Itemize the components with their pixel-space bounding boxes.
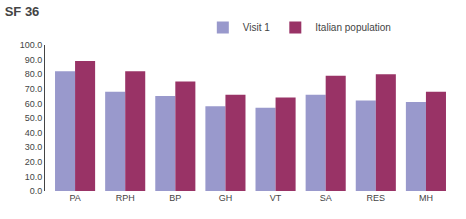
svg-text:10.0: 10.0 <box>25 172 43 182</box>
svg-text:0.0: 0.0 <box>30 186 43 196</box>
svg-text:VT: VT <box>270 193 282 203</box>
svg-text:RPH: RPH <box>116 193 135 203</box>
svg-text:PA: PA <box>69 193 80 203</box>
svg-text:40.0: 40.0 <box>25 128 43 138</box>
svg-text:100.0: 100.0 <box>20 40 43 50</box>
svg-text:SF 36: SF 36 <box>5 4 40 19</box>
svg-text:Visit 1: Visit 1 <box>243 22 270 33</box>
svg-text:Italian population: Italian population <box>315 22 391 33</box>
svg-text:BP: BP <box>169 193 181 203</box>
svg-text:90.0: 90.0 <box>25 55 43 65</box>
svg-text:GH: GH <box>219 193 233 203</box>
svg-text:60.0: 60.0 <box>25 99 43 109</box>
svg-text:RES: RES <box>367 193 386 203</box>
svg-text:50.0: 50.0 <box>25 113 43 123</box>
svg-text:80.0: 80.0 <box>25 69 43 79</box>
svg-text:SA: SA <box>320 193 332 203</box>
svg-text:30.0: 30.0 <box>25 142 43 152</box>
svg-text:20.0: 20.0 <box>25 157 43 167</box>
svg-text:MH: MH <box>419 193 433 203</box>
svg-text:70.0: 70.0 <box>25 84 43 94</box>
